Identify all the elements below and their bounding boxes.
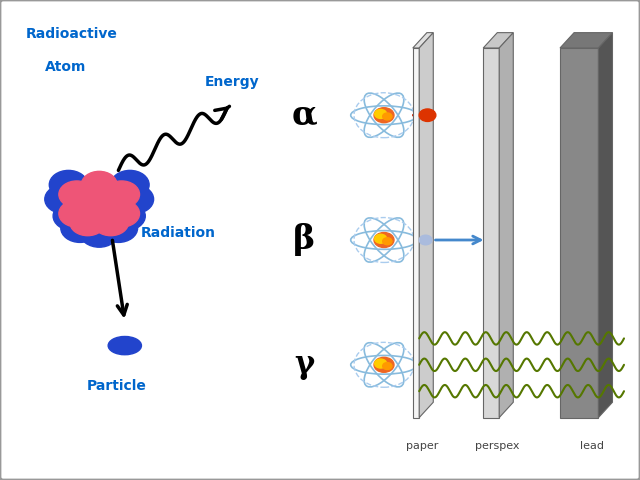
- Circle shape: [59, 181, 95, 208]
- Circle shape: [104, 200, 140, 227]
- Polygon shape: [560, 33, 612, 48]
- Circle shape: [104, 181, 140, 208]
- Text: β: β: [293, 224, 315, 256]
- Polygon shape: [499, 33, 513, 418]
- Circle shape: [383, 362, 392, 370]
- Ellipse shape: [108, 336, 141, 355]
- Circle shape: [374, 232, 394, 248]
- Circle shape: [81, 171, 117, 198]
- Circle shape: [107, 202, 145, 230]
- Circle shape: [374, 109, 387, 119]
- Text: paper: paper: [406, 442, 438, 451]
- Circle shape: [80, 218, 118, 247]
- Circle shape: [93, 209, 129, 236]
- Circle shape: [49, 170, 88, 199]
- Circle shape: [53, 202, 92, 230]
- Circle shape: [115, 185, 154, 214]
- Text: α: α: [291, 99, 317, 132]
- Circle shape: [374, 108, 394, 123]
- Polygon shape: [483, 48, 499, 418]
- Circle shape: [111, 170, 149, 199]
- Text: Energy: Energy: [205, 74, 259, 89]
- Circle shape: [45, 185, 83, 214]
- Circle shape: [61, 214, 99, 242]
- Circle shape: [99, 214, 138, 242]
- Text: lead: lead: [580, 442, 604, 451]
- Text: Radiation: Radiation: [141, 226, 216, 240]
- Polygon shape: [419, 33, 433, 418]
- Polygon shape: [598, 33, 612, 418]
- Text: perspex: perspex: [475, 442, 520, 451]
- Circle shape: [374, 234, 387, 243]
- Polygon shape: [560, 48, 598, 418]
- Text: Radioactive: Radioactive: [26, 26, 118, 41]
- Text: γ: γ: [294, 349, 314, 380]
- Polygon shape: [413, 33, 433, 48]
- Circle shape: [374, 359, 387, 368]
- Circle shape: [383, 238, 392, 245]
- Polygon shape: [413, 48, 419, 418]
- Circle shape: [419, 109, 436, 121]
- Circle shape: [419, 235, 432, 245]
- Circle shape: [81, 191, 117, 217]
- Circle shape: [59, 200, 95, 227]
- Polygon shape: [483, 33, 513, 48]
- Circle shape: [374, 357, 394, 372]
- Circle shape: [70, 209, 106, 236]
- Text: Particle: Particle: [86, 379, 147, 394]
- Circle shape: [383, 113, 392, 120]
- Text: Atom: Atom: [45, 60, 86, 74]
